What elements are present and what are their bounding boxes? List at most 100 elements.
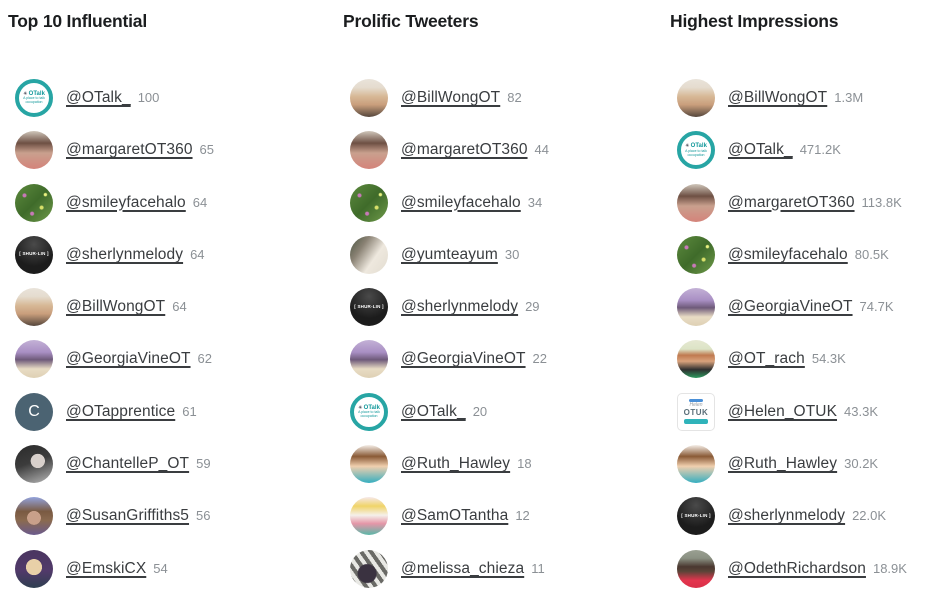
username-link[interactable]: @BillWongOT — [66, 298, 166, 316]
user-avatar-icon — [15, 131, 53, 170]
username-link[interactable]: @GeorgiaVineOT — [66, 350, 191, 368]
list-item: @SamOTantha 12 — [343, 497, 670, 536]
list-item: A place to talk occupationOTalk @OTalk_ 10… — [8, 79, 343, 117]
username-link[interactable]: @margaretOT360 — [728, 193, 855, 211]
list-item: [ SHUR-LIN ] @sherlynmelody 29 — [343, 288, 670, 327]
list-item: [ SHUR-LIN ] @sherlynmelody 64 — [8, 235, 343, 274]
username-link[interactable]: @EmskiCX — [66, 559, 147, 577]
user-avatar-icon — [350, 445, 388, 484]
row-text: @margaretOT360 44 — [401, 141, 549, 159]
list-item: A place to talk occupationOTalk @OTalk_ 20 — [343, 392, 670, 431]
list-item: @ChantelleP_OT 59 — [8, 445, 343, 484]
metric-value: 471.2K — [799, 142, 841, 158]
username-link[interactable]: @OTapprentice — [66, 402, 176, 420]
list-item: @OT_rach 54.3K — [670, 340, 940, 379]
row-text: @smileyfacehalo 64 — [66, 194, 207, 212]
row-text: @yumteayum 30 — [401, 246, 519, 264]
avatar-label-text: [ SHUR-LIN ] — [19, 251, 49, 257]
metric-value: 65 — [199, 142, 215, 158]
list-item: @BillWongOT 82 — [343, 79, 670, 117]
user-avatar-icon: [ SHUR-LIN ] — [350, 288, 388, 327]
list-item: A place to talk occupationOTalk @OTalk_ 47… — [670, 131, 940, 170]
user-avatar-icon — [350, 549, 388, 588]
metric-value: 20 — [472, 403, 488, 419]
row-text: @EmskiCX 54 — [66, 560, 168, 578]
username-link[interactable]: @smileyfacehalo — [66, 193, 186, 211]
metric-value: 30 — [504, 246, 520, 262]
list-item: @BillWongOT 64 — [8, 288, 343, 327]
user-avatar-icon: [ SHUR-LIN ] — [15, 235, 53, 274]
list-item: Helen OTUK @Helen_OTUK 43.3K — [670, 392, 940, 431]
metric-value: 74.7K — [859, 299, 894, 315]
user-avatar-icon — [677, 445, 715, 484]
user-avatar-icon — [677, 549, 715, 588]
column-title: Prolific Tweeters — [343, 11, 479, 31]
list-item: @OdethRichardson 18.9K — [670, 549, 940, 588]
username-link[interactable]: @SusanGriffiths5 — [66, 507, 190, 525]
metric-value: 64 — [172, 299, 187, 315]
username-link[interactable]: @OT_rach — [728, 350, 805, 368]
list-item: @margaretOT360 113.8K — [670, 183, 940, 222]
username-link[interactable]: @yumteayum — [401, 245, 498, 263]
username-link[interactable]: @OTalk_ — [728, 141, 793, 159]
user-avatar-icon — [350, 131, 388, 170]
username-link[interactable]: @OTalk_ — [401, 402, 466, 420]
username-link[interactable]: @melissa_chieza — [401, 559, 525, 577]
list-item: @Ruth_Hawley 18 — [343, 445, 670, 484]
column-top-influential: Top 10 Influential A place to talk occup… — [8, 10, 343, 602]
metric-value: 54 — [153, 560, 168, 576]
row-text: @GeorgiaVineOT 22 — [401, 350, 547, 368]
user-list: @BillWongOT 1.3M A place to talk occupatio… — [670, 79, 940, 588]
user-avatar-icon: A place to talk occupationOTalk — [677, 131, 715, 170]
username-link[interactable]: @Helen_OTUK — [728, 402, 838, 420]
row-text: @OTalk_ 20 — [401, 403, 487, 421]
metric-value: 30.2K — [844, 456, 879, 472]
metric-value: 59 — [196, 456, 211, 472]
username-link[interactable]: @GeorgiaVineOT — [401, 350, 526, 368]
user-avatar-icon — [15, 340, 53, 379]
username-link[interactable]: @margaretOT360 — [401, 141, 528, 159]
username-link[interactable]: @Ruth_Hawley — [401, 455, 511, 473]
username-link[interactable]: @BillWongOT — [728, 89, 828, 106]
metric-value: 43.3K — [844, 403, 878, 419]
user-avatar-icon — [15, 549, 53, 588]
username-link[interactable]: @ChantelleP_OT — [66, 455, 190, 473]
avatar-sub-text: A place to talk occupation — [685, 148, 707, 157]
metric-value: 64 — [192, 194, 208, 210]
username-link[interactable]: @BillWongOT — [401, 89, 501, 106]
username-link[interactable]: @GeorgiaVineOT — [728, 298, 853, 316]
user-avatar-icon — [677, 79, 715, 117]
avatar-sub-text: A place to talk occupation — [358, 410, 380, 419]
list-item: C @OTapprentice 61 — [8, 392, 343, 431]
row-text: @melissa_chieza 11 — [401, 560, 545, 578]
metric-value: 12 — [515, 508, 530, 524]
username-link[interactable]: @sherlynmelody — [728, 507, 846, 525]
row-text: @smileyfacehalo 34 — [401, 194, 542, 212]
metric-value: 56 — [196, 508, 211, 524]
username-link[interactable]: @margaretOT360 — [66, 141, 193, 159]
list-item: @GeorgiaVineOT 22 — [343, 340, 670, 379]
row-text: @OdethRichardson 18.9K — [728, 560, 907, 578]
username-link[interactable]: @sherlynmelody — [401, 298, 519, 316]
row-text: @OTalk_ 471.2K — [728, 141, 841, 159]
avatar-sub-text: Helen — [689, 402, 703, 409]
username-link[interactable]: @OTalk_ — [66, 89, 131, 106]
username-link[interactable]: @Ruth_Hawley — [728, 455, 838, 473]
user-avatar-icon — [15, 445, 53, 484]
metric-value: 18.9K — [872, 560, 907, 576]
metric-value: 64 — [190, 246, 205, 262]
avatar-label-text: OTUK — [683, 407, 709, 417]
username-link[interactable]: @smileyfacehalo — [728, 245, 848, 263]
metric-value: 100 — [137, 90, 160, 105]
username-link[interactable]: @sherlynmelody — [66, 245, 184, 263]
row-text: @sherlynmelody 29 — [401, 298, 540, 316]
username-link[interactable]: @SamOTantha — [401, 507, 509, 525]
list-item: @melissa_chieza 11 — [343, 549, 670, 588]
metric-value: 22 — [532, 351, 548, 367]
list-item: @smileyfacehalo 80.5K — [670, 235, 940, 274]
metric-value: 44 — [534, 142, 550, 158]
username-link[interactable]: @smileyfacehalo — [401, 193, 521, 211]
list-item: @smileyfacehalo 64 — [8, 183, 343, 222]
username-link[interactable]: @OdethRichardson — [728, 559, 866, 577]
list-item: @SusanGriffiths5 56 — [8, 497, 343, 536]
